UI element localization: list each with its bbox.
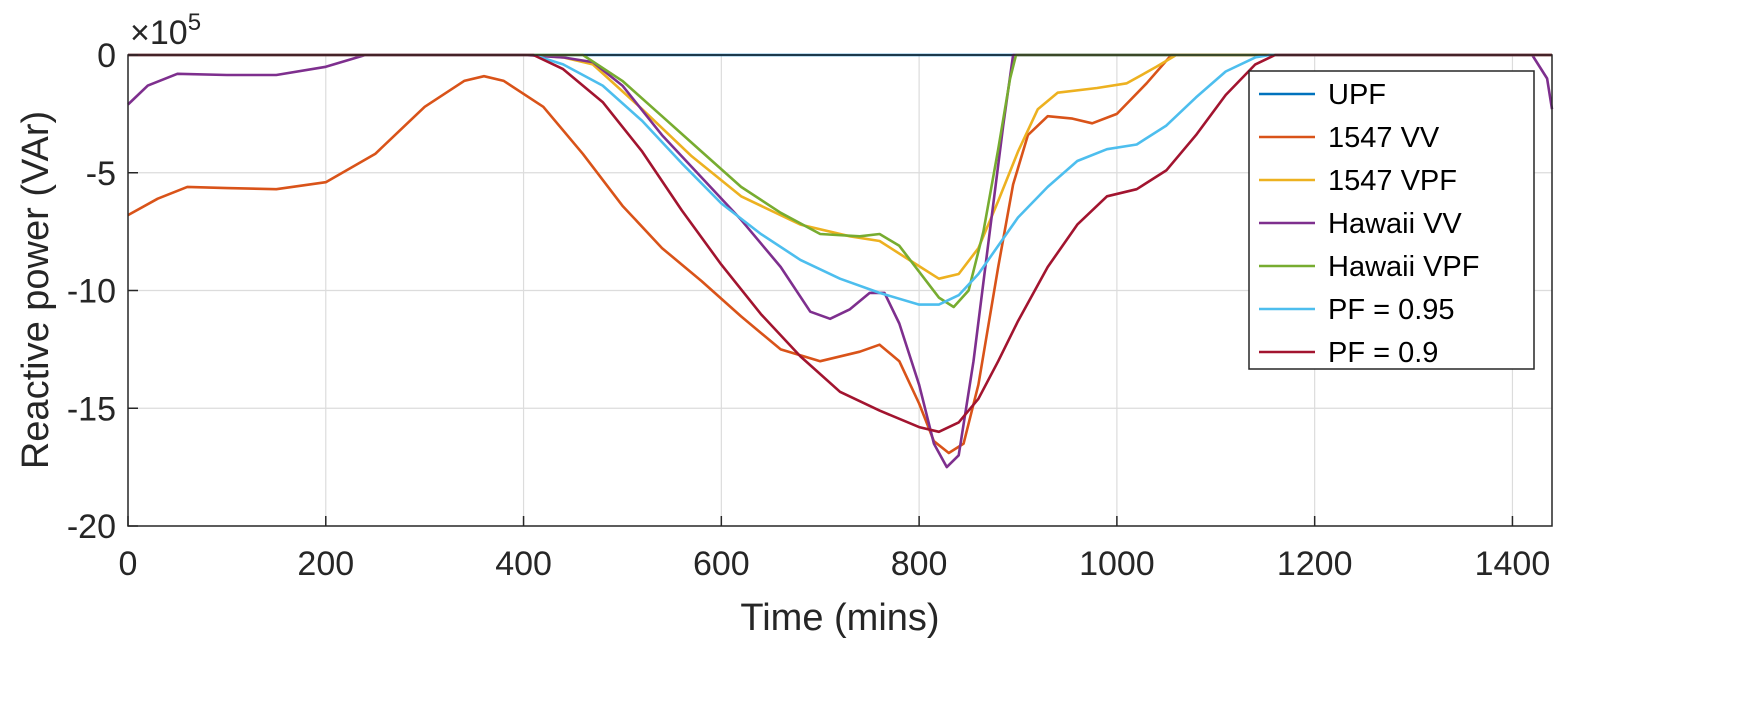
y-axis-ticks: 0 -5 -10 -15 -20 (67, 37, 138, 546)
y-tick-label: -20 (67, 508, 116, 546)
x-tick-label: 200 (297, 545, 354, 583)
x-tick-label: 800 (891, 545, 948, 583)
x-axis-ticks: 0 200 400 600 800 1000 1200 1400 (119, 516, 1551, 583)
x-tick-label: 0 (119, 545, 138, 583)
legend-label-1547-vv: 1547 VV (1328, 122, 1440, 154)
y-axis-title: Reactive power (VAr) (15, 111, 57, 469)
x-tick-label: 400 (495, 545, 552, 583)
series-line-hawaii-vv (127, 53, 1554, 469)
legend-label-hawaii-vpf: Hawaii VPF (1328, 251, 1480, 283)
x-tick-label: 1000 (1079, 545, 1155, 583)
x-tick-label: 1400 (1475, 545, 1551, 583)
legend-box (1248, 70, 1535, 370)
legend-label-pf-0-95: PF = 0.95 (1328, 294, 1455, 326)
legend-label-upf: UPF (1328, 79, 1386, 111)
series-line-1547-vpf (128, 53, 1552, 280)
y-tick-label: -15 (67, 390, 116, 428)
y-tick-label: -10 (67, 273, 116, 311)
series-line-1547-vv (127, 53, 1552, 455)
x-tick-label: 600 (693, 545, 750, 583)
legend-label-pf-0-9: PF = 0.9 (1328, 337, 1438, 369)
x-axis-title: Time (mins) (740, 597, 939, 639)
legend-label-hawaii-vv: Hawaii VV (1328, 208, 1462, 240)
y-tick-label: -5 (86, 155, 116, 193)
x-tick-label: 1200 (1277, 545, 1353, 583)
y-exponent-label: ×105 (130, 9, 201, 52)
series-line-pf-0-95 (128, 53, 1552, 306)
legend: UPF 1547 VV 1547 VPF Hawaii VV Hawaii VPF PF … (1248, 70, 1535, 370)
legend-label-1547-vpf: 1547 VPF (1328, 165, 1457, 197)
series-line-hawaii-vpf (128, 53, 1552, 309)
y-tick-label: 0 (97, 37, 116, 75)
series-line-pf-0-9 (128, 53, 1552, 434)
